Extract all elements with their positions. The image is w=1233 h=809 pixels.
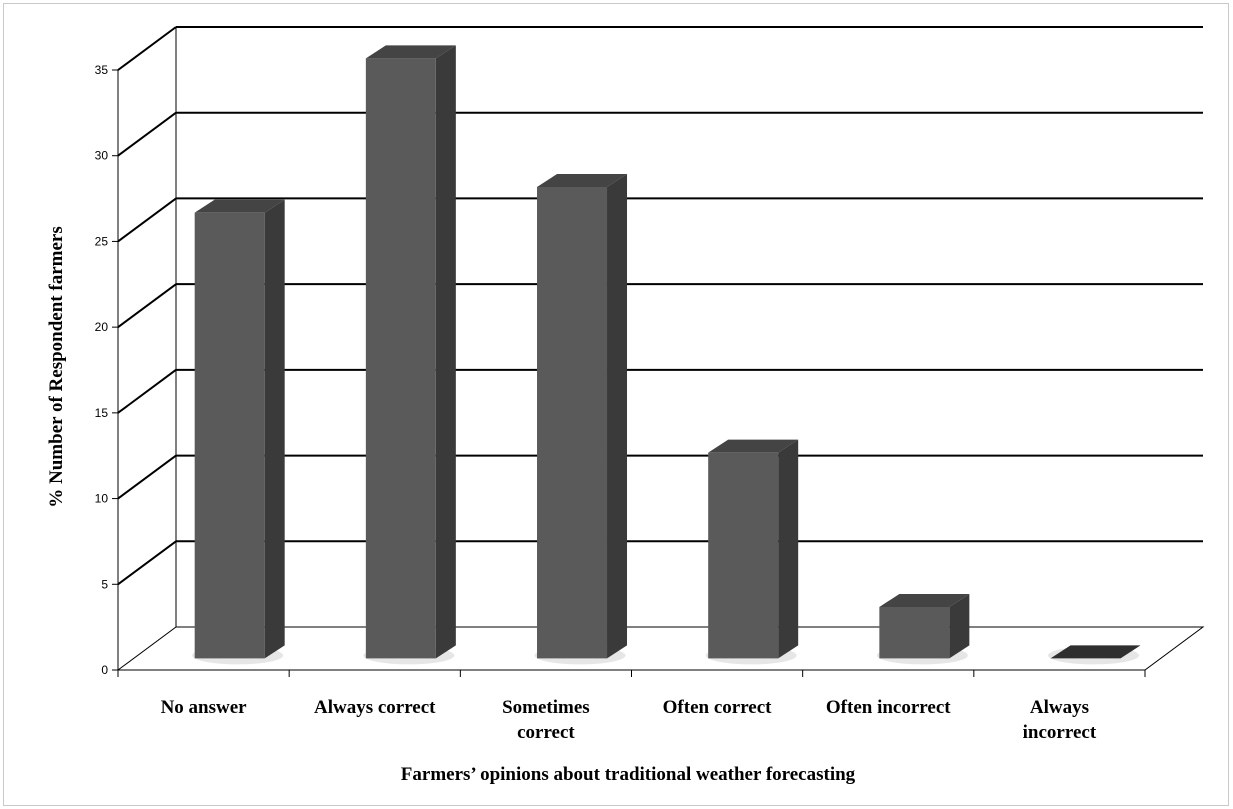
gridline-side bbox=[117, 540, 177, 586]
y-tick-label: 0 bbox=[101, 663, 108, 677]
chart-walls bbox=[117, 26, 1203, 670]
x-category-label: Always correct bbox=[314, 697, 436, 718]
y-tick-label: 5 bbox=[101, 577, 108, 591]
x-category-label: No answer bbox=[161, 697, 248, 718]
bar bbox=[876, 593, 970, 665]
y-tick-label: 25 bbox=[95, 234, 109, 248]
bar-side bbox=[264, 199, 285, 659]
bar-front bbox=[194, 212, 265, 659]
x-axis-title: Farmers’ opinions about traditional weat… bbox=[401, 764, 856, 785]
bar-top bbox=[194, 199, 285, 213]
bar bbox=[705, 439, 799, 665]
bar-side bbox=[435, 45, 456, 659]
y-axis-title: % Number of Respondent farmers bbox=[46, 226, 67, 507]
x-category-label: Often correct bbox=[663, 697, 773, 718]
x-category-label: Often incorrect bbox=[826, 697, 951, 718]
bar bbox=[192, 199, 285, 665]
bar-top bbox=[365, 45, 456, 59]
y-tick-label: 20 bbox=[95, 320, 109, 334]
bar-front bbox=[708, 452, 779, 659]
gridline-side bbox=[117, 454, 177, 500]
bar-front bbox=[879, 606, 950, 659]
y-tick-label: 15 bbox=[95, 406, 109, 420]
bar-top bbox=[537, 173, 628, 187]
bar-side bbox=[778, 439, 799, 659]
gridline-side bbox=[117, 197, 177, 243]
bar-side bbox=[607, 173, 628, 659]
gridline-side bbox=[117, 26, 177, 71]
bar bbox=[1048, 645, 1141, 665]
y-tick-label: 10 bbox=[95, 492, 109, 506]
bar-top bbox=[879, 593, 970, 607]
gridline-side bbox=[117, 283, 177, 328]
y-tick-label: 30 bbox=[95, 149, 109, 163]
gridline-side bbox=[117, 111, 177, 157]
bar-top bbox=[1050, 645, 1141, 659]
bar-front bbox=[537, 186, 608, 659]
bar bbox=[534, 173, 628, 665]
bar-top bbox=[708, 439, 799, 453]
x-category-labels: No answer Always correct Sometimes correct O… bbox=[117, 670, 1146, 743]
y-tick-labels: 0 5 10 15 20 25 30 35 bbox=[95, 63, 118, 677]
bar bbox=[363, 45, 456, 665]
bar-front bbox=[365, 58, 436, 659]
gridline-side bbox=[117, 369, 177, 414]
bars bbox=[192, 45, 1141, 665]
y-tick-label: 35 bbox=[95, 63, 109, 77]
x-category-label: Sometimes correct bbox=[502, 697, 590, 743]
bar-side bbox=[949, 593, 970, 659]
x-category-label: Always incorrect bbox=[1023, 697, 1097, 743]
